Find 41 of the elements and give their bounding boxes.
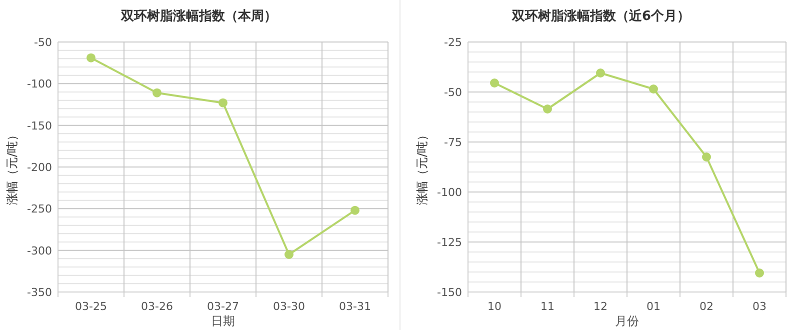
x-axis-title: 日期 — [211, 314, 235, 328]
y-tick-label: -350 — [27, 286, 52, 299]
chart-title: 双环树脂涨幅指数（本周） — [120, 9, 277, 24]
point — [702, 152, 711, 162]
y-tick-label: -200 — [27, 161, 52, 174]
x-tick-label: 03-26 — [141, 300, 173, 313]
y-axis-title: 涨幅（元/吨） — [415, 128, 429, 206]
y-tick-label: -125 — [437, 236, 462, 249]
y-tick-label: -75 — [444, 136, 462, 149]
point — [218, 98, 228, 108]
x-tick-label: 03-30 — [273, 300, 305, 313]
point — [152, 88, 162, 98]
x-tick-label: 03-31 — [339, 300, 371, 313]
x-tick-label: 02 — [700, 300, 714, 313]
point — [490, 78, 499, 88]
y-tick-label: -150 — [27, 119, 52, 132]
x-tick-label: 12 — [594, 300, 608, 313]
y-tick-label: -50 — [34, 36, 52, 49]
point — [284, 250, 294, 259]
x-tick-label: 03-27 — [207, 300, 239, 313]
point — [596, 68, 605, 78]
x-tick-label: 11 — [540, 300, 554, 313]
x-tick-label: 03 — [752, 300, 766, 313]
y-tick-label: -50 — [444, 86, 462, 99]
y-axis-title: 涨幅（元/吨） — [5, 128, 19, 206]
x-axis-title: 月份 — [615, 314, 639, 328]
y-tick-label: -100 — [437, 186, 462, 199]
x-tick-label: 10 — [488, 300, 502, 313]
y-tick-label: -300 — [27, 244, 52, 258]
point — [543, 104, 552, 114]
point — [86, 53, 96, 62]
point — [350, 206, 360, 215]
y-tick-label: -250 — [27, 202, 52, 216]
point — [755, 268, 764, 278]
x-tick-label: 01 — [646, 300, 660, 313]
y-tick-label: -150 — [437, 286, 462, 299]
y-tick-label: -100 — [27, 78, 52, 91]
point — [649, 84, 658, 94]
y-tick-label: -25 — [444, 36, 462, 49]
chart-title: 双环树脂涨幅指数（近6个月） — [510, 8, 690, 24]
x-tick-label: 03-25 — [75, 300, 107, 313]
